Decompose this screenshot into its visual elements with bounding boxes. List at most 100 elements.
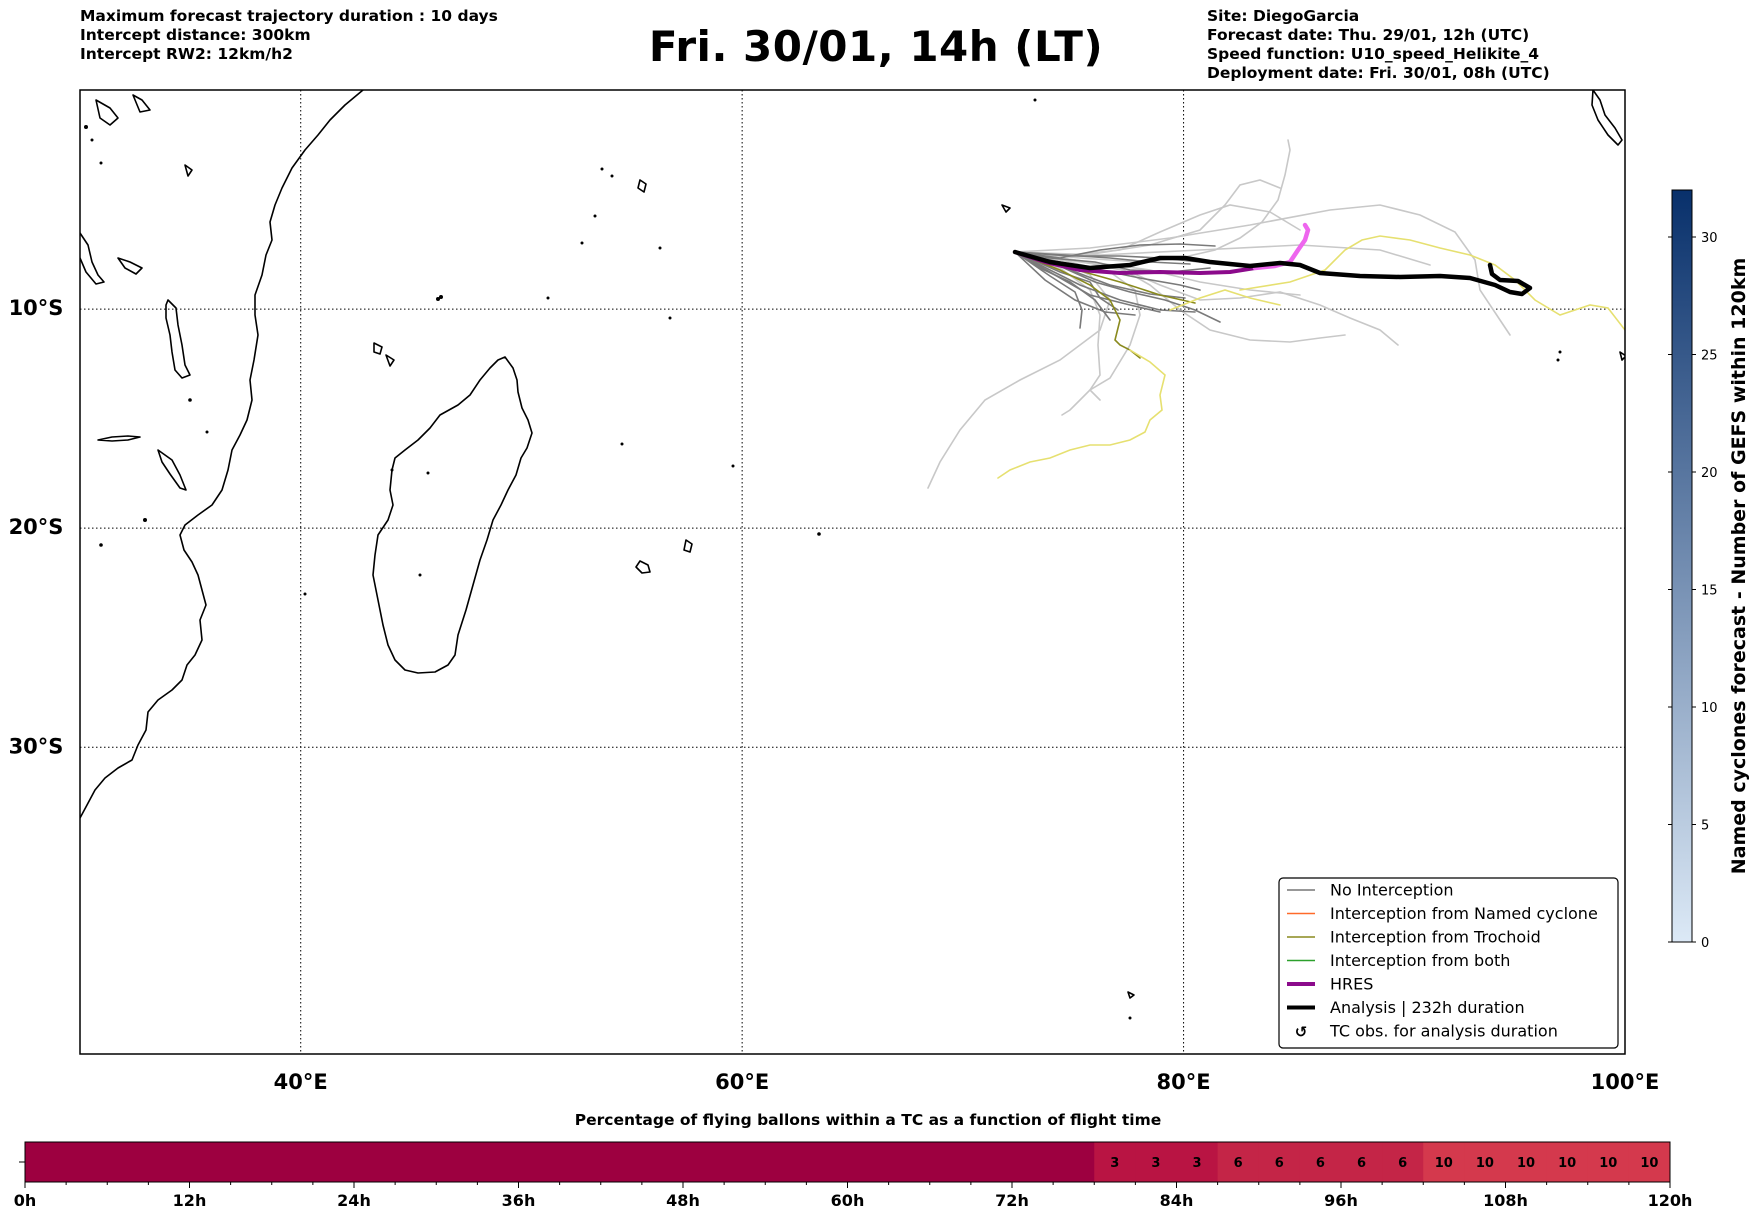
colorbar-tick-label: 10 (1701, 701, 1718, 716)
legend-label: Analysis | 232h duration (1330, 998, 1525, 1017)
strip-tick-label: 108h (1483, 1191, 1528, 1210)
colorbar: 0 5 10 15 20 25 30 Named cyclones forecast - N… (1668, 189, 1750, 951)
colorbar-tick-label: 15 (1701, 584, 1718, 599)
legend-item: HRES (1287, 975, 1373, 994)
strip-cell-label: 10 (1599, 1156, 1617, 1171)
legend: No Interception Interception from Named c… (1278, 877, 1619, 1049)
small-islands (84, 98, 1562, 1020)
lon-tick-label: 40°E (274, 1070, 328, 1094)
lat-tick-label: 10°S (9, 296, 64, 320)
ensemble-trajectories (927, 139, 1625, 489)
strip-cell-label: 6 (1357, 1156, 1366, 1171)
coastline-africa (80, 90, 364, 819)
coastline-island (184, 164, 193, 177)
highlight-trajectories (1012, 222, 1533, 297)
strip-cell-label: 6 (1275, 1156, 1284, 1171)
strip-cell-label: 10 (1517, 1156, 1535, 1171)
strip-cell (1505, 1142, 1548, 1182)
strip-cell-label: 3 (1193, 1156, 1202, 1171)
coastline-island (1591, 90, 1623, 146)
header-right-line: Speed function: U10_speed_Helikite_4 (1207, 45, 1540, 63)
header-left-line: Maximum forecast trajectory duration : 1… (80, 7, 498, 25)
coastlines (80, 90, 1625, 999)
header-right-line: Forecast date: Thu. 29/01, 12h (UTC) (1207, 26, 1530, 44)
strip-tick-label: 96h (1324, 1191, 1358, 1210)
legend-label: No Interception (1330, 881, 1454, 900)
strip-cell-label: 6 (1234, 1156, 1243, 1171)
legend-item: No Interception (1287, 881, 1454, 900)
map-panel: 40°E 60°E 80°E 100°E 10°S 20°S 30°S (9, 89, 1660, 1094)
colorbar-tick-label: 5 (1701, 819, 1709, 834)
strip-cell-label: 10 (1558, 1156, 1576, 1171)
header-right-line: Deployment date: Fri. 30/01, 08h (UTC) (1207, 64, 1550, 82)
strip-cell (1341, 1142, 1383, 1182)
trajectories-yellow (997, 235, 1625, 479)
lon-tick-label: 60°E (715, 1070, 769, 1094)
coastline-island (132, 94, 151, 113)
coastline-island (373, 342, 383, 355)
coastline-island (117, 257, 143, 275)
strip-tick-label: 120h (1648, 1191, 1693, 1210)
strip-cell (1258, 1142, 1301, 1182)
coastline-island (635, 560, 651, 574)
strip-cell-label: 3 (1110, 1156, 1119, 1171)
colorbar-label: Named cyclones forecast - Number of GEFS… (1728, 258, 1750, 875)
map-frame (79, 89, 1626, 1055)
header-right-line: Site: DiegoGarcia (1207, 7, 1360, 25)
strip-cell (1135, 1142, 1177, 1182)
coastline-island (1619, 351, 1625, 361)
strip-cell-label: 3 (1151, 1156, 1160, 1171)
colorbar-tick-label: 20 (1701, 466, 1718, 481)
strip-tick-label: 48h (666, 1191, 700, 1210)
legend-label: TC obs. for analysis duration (1329, 1022, 1558, 1041)
legend-item: Interception from Named cyclone (1287, 904, 1598, 923)
strip-cell (1382, 1142, 1424, 1182)
map-tick-labels: 40°E 60°E 80°E 100°E 10°S 20°S 30°S (9, 296, 1660, 1094)
strip-cell (1587, 1142, 1630, 1182)
coastline-island (80, 232, 105, 285)
strip-cell (1217, 1142, 1260, 1182)
colorbar-tick-label: 30 (1701, 231, 1718, 246)
strip-tick-label: 36h (502, 1191, 536, 1210)
legend-item: ↺ TC obs. for analysis duration (1295, 1022, 1558, 1042)
strip-cell (1464, 1142, 1506, 1182)
coastline-island (385, 354, 395, 367)
strip-cell-label: 10 (1476, 1156, 1494, 1171)
strip-cell-label: 6 (1398, 1156, 1407, 1171)
strip-cell (1094, 1142, 1136, 1182)
lat-tick-label: 30°S (9, 734, 64, 758)
strip-tick-label: 24h (337, 1191, 371, 1210)
coastline-island (95, 99, 119, 126)
strip-cell (1299, 1142, 1342, 1182)
page-title: Fri. 30/01, 14h (LT) (648, 22, 1104, 71)
strip-cell (1546, 1142, 1589, 1182)
tc-obs-marker-icon: ↺ (1295, 1023, 1308, 1041)
header-left-info: Maximum forecast trajectory duration : 1… (80, 7, 498, 64)
legend-label: Interception from both (1330, 951, 1510, 970)
strip-tick-label: 60h (831, 1191, 865, 1210)
strip-tick-label: 0h (14, 1191, 37, 1210)
strip-tick-label: 12h (173, 1191, 207, 1210)
coastline-island (1127, 991, 1135, 999)
strip-cell (1423, 1142, 1465, 1182)
coastline-island (637, 179, 647, 193)
header-left-line: Intercept RW2: 12km/h2 (80, 45, 293, 63)
legend-item: Interception from Trochoid (1287, 928, 1541, 947)
strip-cell-label: 10 (1640, 1156, 1658, 1171)
strip-cell (1176, 1142, 1219, 1182)
legend-label: HRES (1330, 975, 1373, 994)
flight-time-strip: Percentage of flying ballons within a TC… (14, 1111, 1693, 1210)
coastline-island (157, 449, 187, 491)
lon-tick-label: 100°E (1591, 1070, 1660, 1094)
legend-item: Analysis | 232h duration (1287, 998, 1525, 1017)
legend-item: Interception from both (1287, 951, 1510, 970)
strip-cell-label: 10 (1435, 1156, 1453, 1171)
header-left-line: Intercept distance: 300km (80, 26, 311, 44)
header-right-info: Site: DiegoGarcia Forecast date: Thu. 29… (1207, 7, 1550, 83)
strip-title: Percentage of flying ballons within a TC… (575, 1111, 1162, 1129)
coastline-island (97, 435, 141, 442)
coastline-madagascar (372, 356, 533, 674)
colorbar-tick-label: 0 (1701, 936, 1709, 951)
strip-cell (25, 1142, 1095, 1182)
